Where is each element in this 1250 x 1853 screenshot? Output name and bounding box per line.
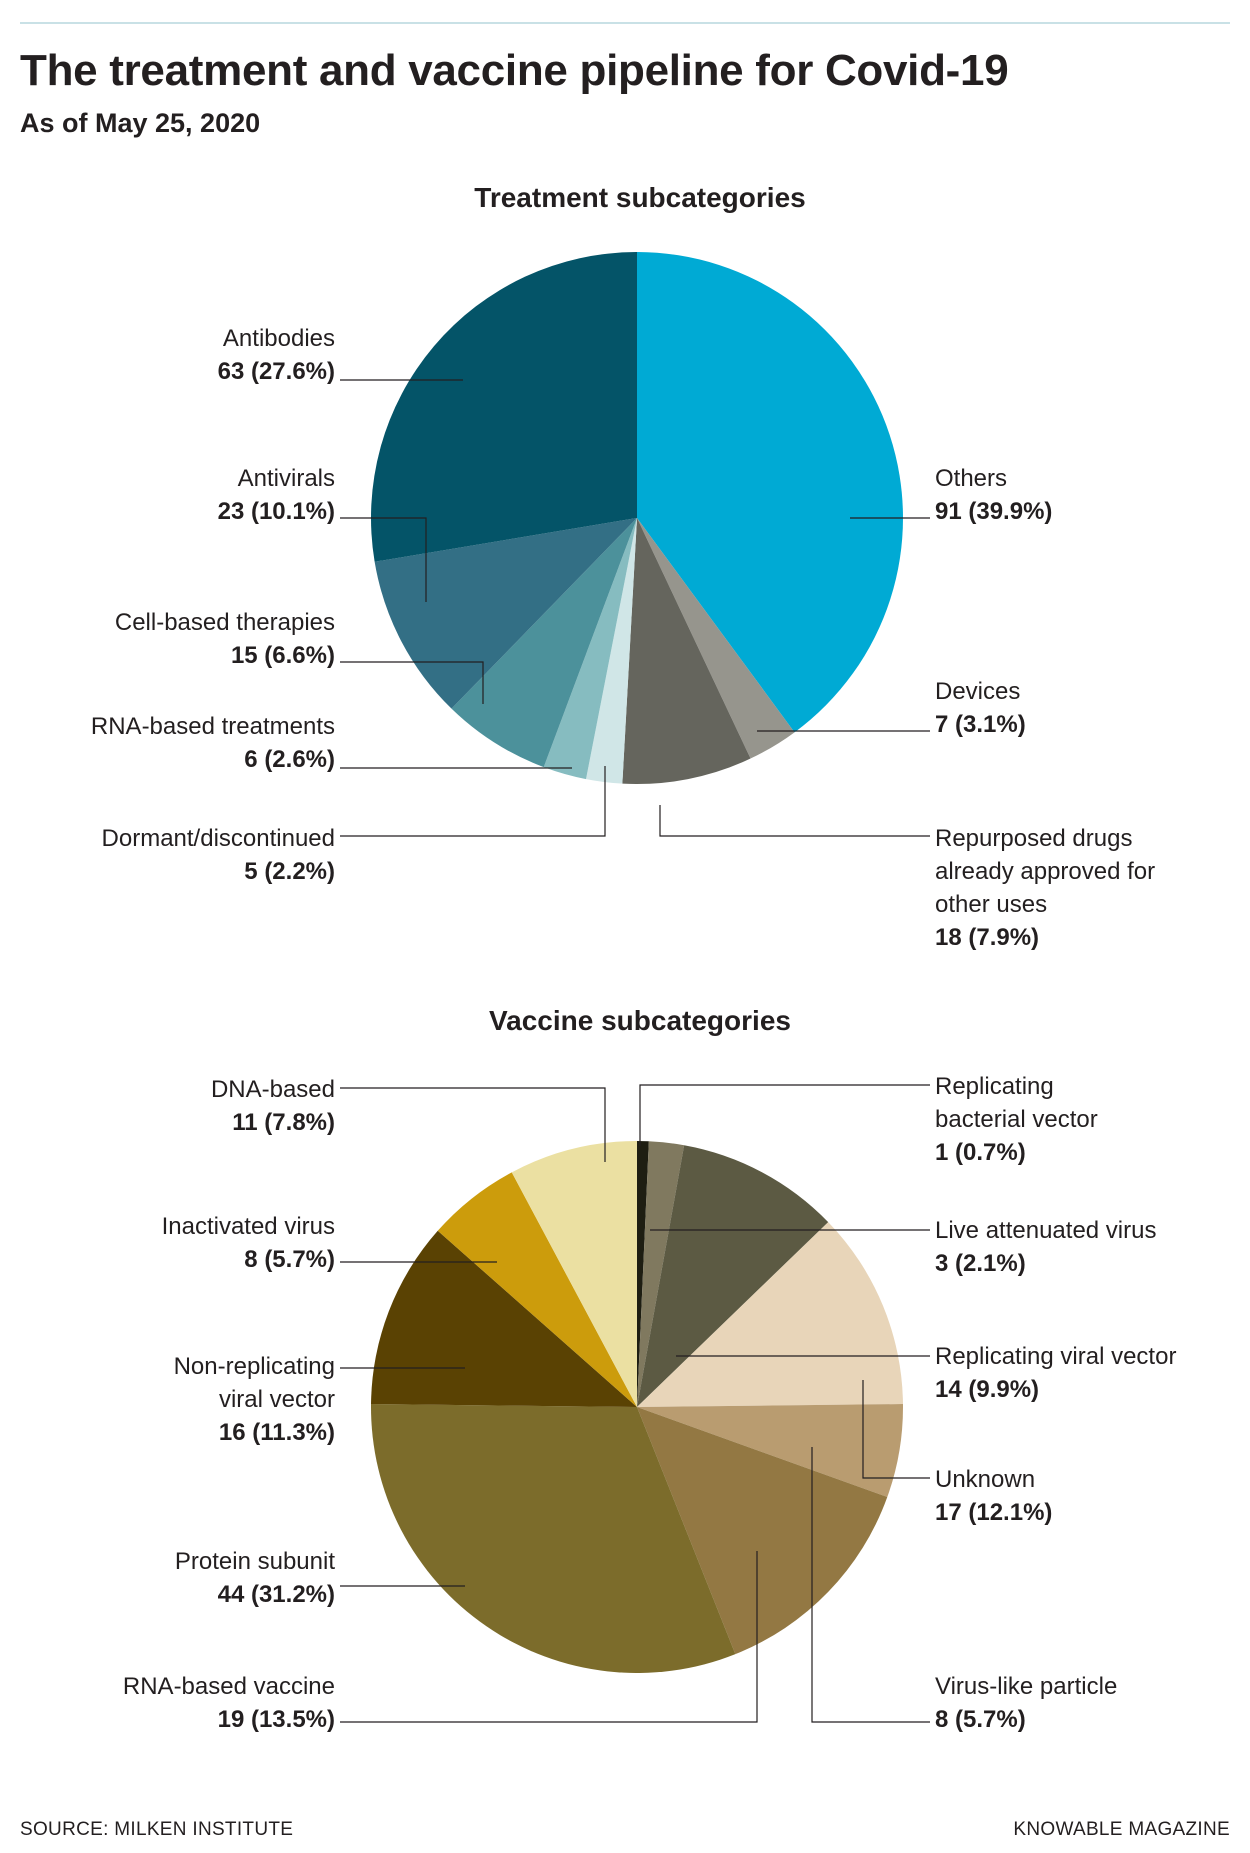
pie-slice-repurposed-drugs-already-approved-for-other-uses <box>622 518 751 785</box>
leader-line <box>340 517 427 602</box>
slice-label-value: 63 (27.6%) <box>217 358 335 385</box>
pie-slice-antivirals <box>374 518 637 709</box>
pie-slice-dormant-discontinued <box>586 518 637 784</box>
slice-label: Dormant/discontinued 5 (2.2%) <box>102 822 335 888</box>
slice-label: Cell-based therapies 15 (6.6%) <box>115 606 335 672</box>
leader-line <box>340 661 484 704</box>
slice-label-value: 6 (2.6%) <box>244 746 335 773</box>
page-title: The treatment and vaccine pipeline for C… <box>20 46 1009 95</box>
slice-label-name: Dormant/discontinued <box>101 825 335 852</box>
slice-label: Replicating bacterial vector 1 (0.7%) <box>935 1070 1098 1169</box>
slice-label-value: 17 (12.1%) <box>935 1499 1053 1526</box>
slice-label: Devices 7 (3.1%) <box>935 675 1026 741</box>
slice-label-name: DNA-based <box>210 1076 335 1103</box>
vaccine-pie <box>371 1141 903 1674</box>
slice-label: Antivirals 23 (10.1%) <box>218 462 335 528</box>
slice-label-value: 11 (7.8%) <box>232 1109 335 1136</box>
slice-label-name: RNA-based treatments <box>90 713 335 740</box>
slice-label-value: 19 (13.5%) <box>217 1706 335 1733</box>
slice-label: Live attenuated virus 3 (2.1%) <box>935 1214 1156 1280</box>
slice-label: Replicating viral vector 14 (9.9%) <box>935 1340 1176 1406</box>
pie-slice-others <box>637 252 903 733</box>
slice-label-name: Inactivated virus <box>161 1213 335 1240</box>
slice-label-name: Repurposed drugs <box>935 825 1133 852</box>
leader-line <box>639 1084 930 1146</box>
pie-slice-devices <box>637 518 795 759</box>
slice-label-name: Protein subunit <box>174 1548 335 1575</box>
pie-slice-rna-based-treatments <box>543 518 637 780</box>
credit-note: KNOWABLE MAGAZINE <box>1013 1819 1230 1840</box>
slice-label-name: Devices <box>935 678 1021 705</box>
slice-label-name: Antivirals <box>237 465 335 492</box>
slice-label: RNA-based treatments 6 (2.6%) <box>91 710 335 776</box>
leader-line <box>340 1087 606 1162</box>
slice-label-name: Antibodies <box>222 325 335 352</box>
slice-label-value: 8 (5.7%) <box>244 1246 335 1273</box>
pie-slice-live-attenuated-virus <box>637 1141 685 1407</box>
slice-label-name: other uses <box>935 891 1048 918</box>
pie-slice-inactivated-virus <box>437 1172 637 1407</box>
slice-label-name: Virus-like particle <box>935 1673 1118 1700</box>
slice-label: Non-replicating viral vector 16 (11.3%) <box>174 1350 335 1449</box>
slice-label-value: 7 (3.1%) <box>935 711 1026 738</box>
leader-line <box>811 1447 930 1723</box>
pie-slice-cell-based-therapies <box>451 518 637 768</box>
slice-label-value: 15 (6.6%) <box>230 642 335 669</box>
leader-line <box>340 1551 758 1723</box>
slice-label: Others 91 (39.9%) <box>935 462 1052 528</box>
slice-label: Virus-like particle 8 (5.7%) <box>935 1670 1117 1736</box>
slice-label: DNA-based 11 (7.8%) <box>211 1073 335 1139</box>
leader-line <box>659 805 930 837</box>
slice-label: Repurposed drugs already approved for othe… <box>935 822 1155 954</box>
slice-label-value: 23 (10.1%) <box>217 498 335 525</box>
treatment-pie <box>371 252 903 785</box>
slice-label-value: 18 (7.9%) <box>935 924 1040 951</box>
slice-label-value: 1 (0.7%) <box>935 1139 1026 1166</box>
slice-label-name: bacterial vector <box>935 1106 1098 1133</box>
leader-line <box>862 1380 930 1479</box>
pie-slice-replicating-bacterial-vector <box>637 1141 649 1407</box>
slice-label-value: 3 (2.1%) <box>935 1250 1026 1277</box>
slice-label-name: Others <box>935 465 1008 492</box>
pie-slice-rna-based-vaccine <box>637 1407 888 1655</box>
leader-line <box>340 766 606 837</box>
pie-slice-replicating-viral-vector <box>637 1145 829 1407</box>
page-subtitle: As of May 25, 2020 <box>20 108 261 138</box>
slice-label: Antibodies 63 (27.6%) <box>218 322 335 388</box>
source-note: SOURCE: MILKEN INSTITUTE <box>20 1819 294 1840</box>
slice-label-name: viral vector <box>218 1386 335 1413</box>
treatment-chart-title: Treatment subcategories <box>474 182 806 213</box>
slice-label: Unknown 17 (12.1%) <box>935 1463 1052 1529</box>
pie-slice-antibodies <box>371 252 637 562</box>
slice-label: RNA-based vaccine 19 (13.5%) <box>123 1670 335 1736</box>
pie-slice-protein-subunit <box>371 1404 736 1674</box>
pie-slice-non-replicating-viral-vector <box>371 1230 637 1407</box>
slice-label-value: 8 (5.7%) <box>935 1706 1026 1733</box>
slice-label-value: 14 (9.9%) <box>935 1376 1040 1403</box>
slice-label: Inactivated virus 8 (5.7%) <box>162 1210 335 1276</box>
slice-label-name: Replicating <box>935 1073 1054 1100</box>
slice-label-value: 16 (11.3%) <box>218 1419 335 1446</box>
slice-label-name: Cell-based therapies <box>114 609 335 636</box>
slice-label-value: 44 (31.2%) <box>217 1581 335 1608</box>
slice-label-name: Unknown <box>935 1466 1036 1493</box>
pie-slice-unknown <box>637 1222 903 1407</box>
pie-slice-dna-based <box>511 1141 637 1407</box>
top-rule <box>20 22 1230 24</box>
slice-label-name: Non-replicating <box>173 1353 335 1380</box>
slice-label: Protein subunit 44 (31.2%) <box>175 1545 335 1611</box>
slice-label-name: already approved for <box>935 858 1156 885</box>
slice-label-value: 91 (39.9%) <box>935 498 1053 525</box>
slice-label-name: Live attenuated virus <box>935 1217 1157 1244</box>
slice-label-value: 5 (2.2%) <box>244 858 335 885</box>
slice-label-name: RNA-based vaccine <box>122 1673 335 1700</box>
vaccine-chart-title: Vaccine subcategories <box>489 1005 791 1036</box>
pie-slice-virus-like-particle <box>637 1404 903 1498</box>
slice-label-name: Replicating viral vector <box>935 1343 1177 1370</box>
